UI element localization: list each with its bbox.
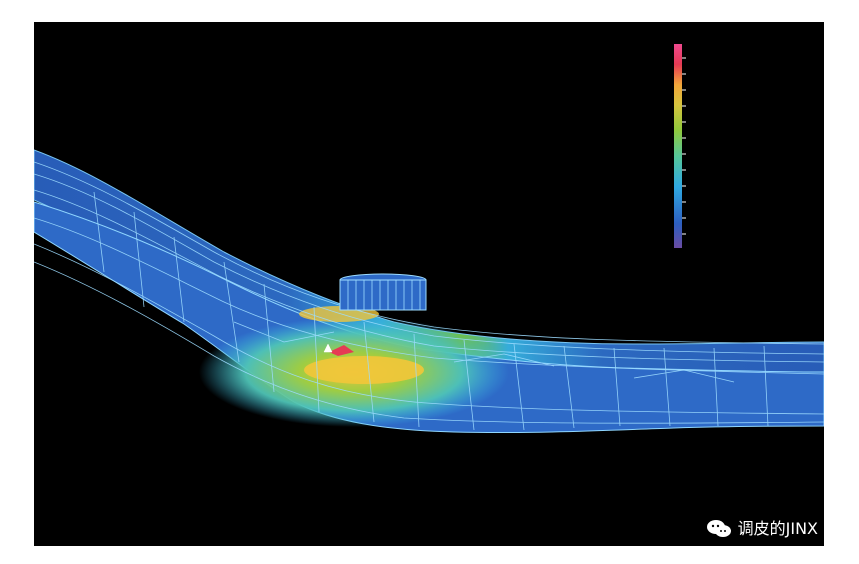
probe-marker xyxy=(323,343,333,353)
fea-contour-view xyxy=(34,149,824,434)
color-legend-bar xyxy=(674,44,686,248)
stress-hotspot-core xyxy=(304,356,424,384)
cylinder-component xyxy=(339,273,427,311)
watermark: 调皮的JINX xyxy=(706,518,818,540)
wechat-icon xyxy=(706,520,731,537)
peak-stress-marker xyxy=(329,345,354,356)
render-viewport-frame: 调皮的JINX xyxy=(34,22,824,546)
watermark-text: 调皮的JINX xyxy=(737,519,818,538)
